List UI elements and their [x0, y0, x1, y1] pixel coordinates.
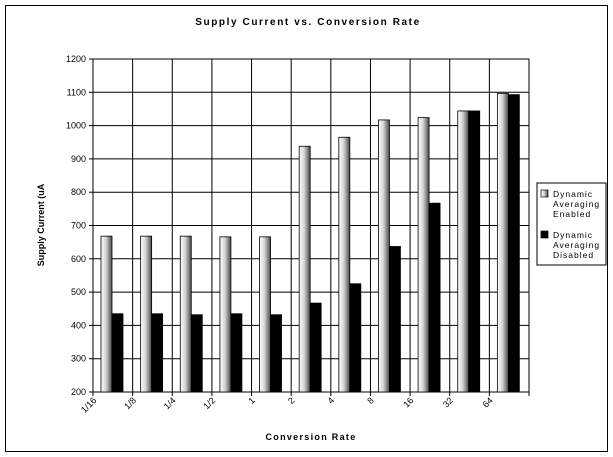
- y-tick-label: 400: [71, 320, 86, 330]
- legend-enabled-line-1: Dynamic: [553, 189, 593, 199]
- bar-disabled: [349, 283, 362, 393]
- legend-swatch-enabled: [540, 189, 549, 198]
- bar-enabled: [338, 136, 351, 393]
- bar-enabled: [179, 235, 192, 393]
- y-tick-label: 300: [71, 354, 86, 364]
- x-tick-label: 8: [365, 395, 376, 406]
- bar-enabled: [378, 119, 390, 393]
- bar-disabled: [428, 202, 441, 393]
- bar-enabled: [417, 117, 430, 393]
- bar-disabled: [507, 94, 520, 393]
- x-axis: 1/16 1/8 1/4 1/2 1 2 4 8 16 32 64: [79, 395, 495, 414]
- y-tick-label: 1200: [66, 54, 86, 64]
- legend-disabled-line-2: Averaging: [553, 240, 600, 250]
- x-tick-label: 4: [326, 395, 337, 406]
- bar-enabled: [496, 92, 509, 393]
- y-tick-label: 900: [71, 154, 86, 164]
- bar-enabled: [298, 145, 311, 393]
- x-tick-label: 2: [286, 395, 297, 406]
- x-tick-label: 1/2: [201, 395, 217, 411]
- y-tick-label: 1100: [67, 87, 86, 97]
- legend-label-disabled: Dynamic Averaging Disabled: [553, 230, 604, 260]
- legend-disabled-line-3: Disabled: [553, 250, 594, 260]
- legend-box: [536, 182, 607, 266]
- x-tick-label: 1/4: [162, 395, 178, 411]
- bar-enabled: [259, 236, 271, 393]
- x-axis-label: Conversion Rate: [265, 432, 356, 442]
- y-tick-label: 1000: [66, 121, 86, 131]
- bar-enabled: [219, 236, 232, 393]
- y-tick-label: 800: [71, 187, 86, 197]
- legend-enabled-line-3: Enabled: [553, 209, 591, 219]
- bar-enabled: [140, 235, 153, 393]
- bar-disabled: [230, 313, 243, 393]
- bar-disabled: [468, 110, 481, 393]
- y-axis: 200 300 400 500 600 700 800 900 1000 1100 1200: [66, 54, 93, 397]
- x-tick-label: 1/16: [79, 395, 98, 414]
- bar-enabled: [457, 110, 470, 393]
- y-tick-label: 200: [71, 387, 86, 397]
- bar-disabled: [190, 314, 203, 393]
- y-tick-label: 500: [71, 287, 86, 297]
- bar-enabled: [100, 235, 113, 393]
- x-tick-label: 1/8: [122, 395, 138, 411]
- x-tick-label: 32: [441, 395, 455, 409]
- x-tick-label: 1: [246, 395, 257, 406]
- legend-disabled-line-1: Dynamic: [553, 230, 593, 240]
- x-tick-label: 64: [481, 395, 495, 409]
- legend-swatch-disabled: [540, 230, 549, 239]
- bar-disabled: [309, 302, 322, 393]
- bar-disabled: [151, 313, 164, 393]
- y-tick-label: 600: [71, 254, 86, 264]
- legend-label-enabled: Dynamic Averaging Enabled: [553, 189, 604, 219]
- legend: Dynamic Averaging Enabled Dynamic Averag…: [536, 182, 607, 266]
- bar-disabled: [111, 313, 124, 393]
- bars: [100, 92, 520, 393]
- y-axis-label: Supply Current (uA: [36, 183, 46, 266]
- bar-disabled: [270, 314, 282, 393]
- chart-title: Supply Current vs. Conversion Rate: [195, 17, 421, 28]
- x-tick-label: 16: [401, 395, 415, 409]
- legend-enabled-line-2: Averaging: [553, 199, 600, 209]
- bar-disabled: [389, 246, 401, 393]
- y-tick-label: 700: [71, 221, 86, 231]
